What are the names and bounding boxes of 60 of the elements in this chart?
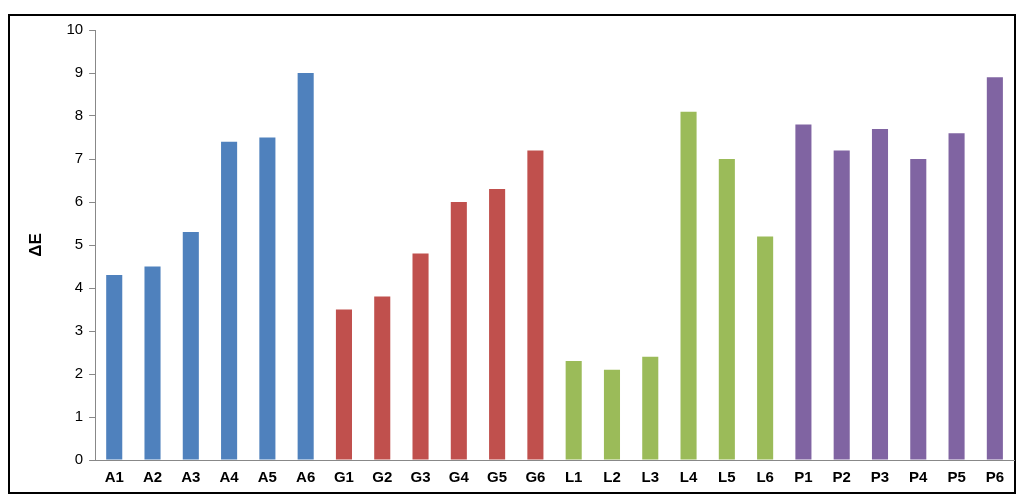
y-tick-label: 10 [66, 20, 84, 38]
bar [412, 253, 429, 460]
x-tick-label: P3 [870, 468, 890, 486]
bar [450, 202, 467, 460]
x-tick-label: A4 [219, 468, 240, 486]
x-tick-label: P5 [947, 468, 966, 486]
bar [680, 111, 697, 460]
y-tick-label: 1 [74, 407, 84, 425]
bar [565, 361, 582, 460]
x-tick-label: P6 [985, 468, 1005, 486]
x-tick-label: G6 [525, 468, 546, 486]
bar [642, 356, 659, 460]
x-tick-label: G1 [333, 468, 354, 486]
x-tick-label: L4 [679, 468, 698, 486]
bar [374, 296, 391, 460]
y-tick-label: 6 [74, 192, 84, 210]
bar [335, 309, 352, 460]
y-tick-label: 7 [74, 149, 84, 167]
y-axis-title: ΔE [25, 233, 45, 257]
bar [986, 77, 1003, 460]
y-tick-label: 0 [74, 450, 84, 468]
x-tick-label: P1 [794, 468, 813, 486]
x-tick-label: G4 [448, 468, 470, 486]
y-tick-label: 5 [74, 235, 84, 253]
bar [603, 369, 621, 460]
bar [910, 159, 927, 460]
bar [221, 141, 238, 460]
x-tick-label: A5 [257, 468, 277, 486]
x-tick-label: A1 [104, 468, 124, 486]
bar [718, 159, 735, 460]
x-tick-label: A2 [142, 468, 163, 486]
x-tick-label: L2 [603, 468, 621, 486]
x-tick-label: L1 [564, 468, 583, 486]
x-tick-label: P4 [909, 468, 929, 486]
bar [833, 150, 850, 460]
x-tick-label: L3 [641, 468, 660, 486]
x-tick-label: G3 [410, 468, 431, 486]
bar [948, 133, 965, 460]
bar [527, 150, 544, 460]
y-tick-label: 4 [74, 278, 84, 296]
bar [489, 189, 506, 460]
x-tick-label: G5 [487, 468, 508, 486]
bar [757, 236, 774, 460]
bar [795, 124, 812, 460]
y-tick-label: 9 [74, 63, 84, 81]
bar [871, 128, 889, 460]
bar [297, 73, 314, 460]
x-tick-label: P2 [832, 468, 851, 486]
bar [182, 232, 199, 460]
bar [106, 275, 123, 460]
x-tick-label: A3 [181, 468, 201, 486]
x-tick-label: G2 [372, 468, 393, 486]
x-tick-label: L5 [718, 468, 736, 486]
bar [259, 137, 276, 460]
y-tick-label: 8 [74, 106, 84, 124]
x-tick-label: L6 [756, 468, 774, 486]
bar [144, 266, 161, 460]
y-tick-label: 2 [74, 364, 84, 382]
x-tick-label: A6 [296, 468, 316, 486]
y-tick-label: 3 [74, 321, 84, 339]
